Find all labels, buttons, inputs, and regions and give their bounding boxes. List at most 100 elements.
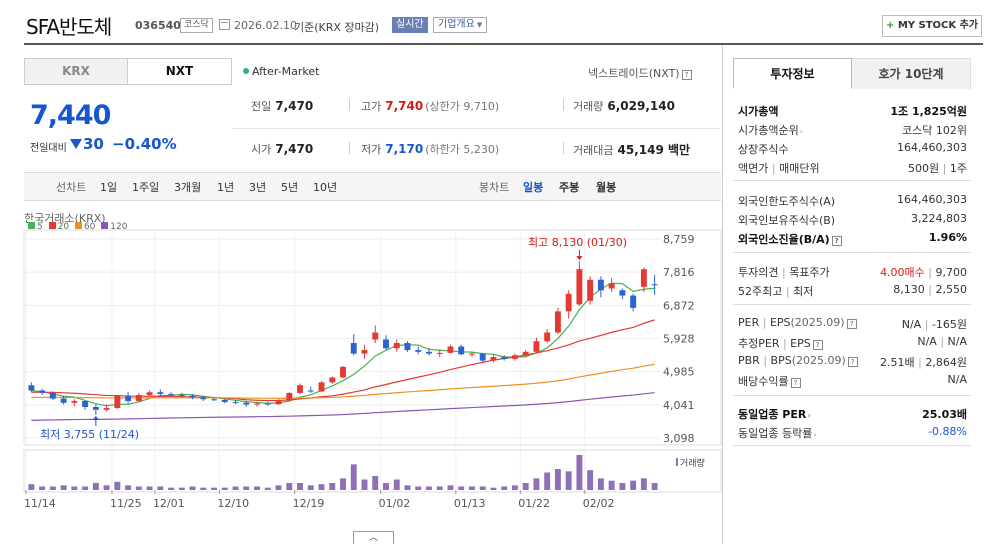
- candle-monthly[interactable]: 월봉: [596, 181, 617, 194]
- candle-body: [297, 385, 303, 393]
- candle-body: [587, 279, 594, 301]
- tab-krx[interactable]: KRX: [25, 59, 128, 84]
- candle-weekly[interactable]: 주봉: [559, 181, 580, 194]
- quote-row-divider: [232, 88, 720, 129]
- period-1d[interactable]: 1일: [100, 181, 118, 194]
- candle-body: [458, 346, 465, 355]
- ma-lines: [31, 282, 655, 421]
- ma120-label: 120: [110, 222, 128, 232]
- opinion-value: 4.00매수 | 9,700: [880, 266, 967, 279]
- add-mystock-button[interactable]: + MY STOCK 추가: [882, 15, 982, 37]
- tab-nxt[interactable]: NXT: [128, 59, 231, 84]
- y-tick-label: 4,041: [663, 399, 695, 412]
- realtime-button[interactable]: 실시간: [392, 17, 428, 33]
- period-1w[interactable]: 1주일: [132, 181, 160, 194]
- candle-body: [168, 393, 175, 396]
- volume-bar: [264, 487, 271, 490]
- candle-body: [264, 403, 271, 405]
- candle-body: [157, 392, 164, 394]
- chevron-right-icon: ›: [813, 430, 817, 439]
- volume-value: 6,029,140: [607, 99, 675, 113]
- candle-body: [71, 401, 78, 403]
- volume-label: 거래량: [573, 100, 604, 113]
- candle-chart-label[interactable]: 봉차트: [479, 181, 510, 194]
- market-cap-rank-row[interactable]: 시가총액순위› 코스닥 102위: [738, 120, 967, 138]
- volume-bar: [135, 486, 142, 490]
- sector-change-row[interactable]: 동일업종 등락률› -0.88%: [738, 423, 967, 441]
- foreign-ratio-row: 외국인소진율(B/A)? 1.96%: [738, 229, 967, 247]
- market-tabs: KRX NXT: [24, 58, 232, 85]
- candle-body: [92, 406, 99, 410]
- volume-bar: [361, 479, 368, 490]
- quote-basis: 기준(KRX 장마감): [294, 21, 380, 34]
- high-label: 고가: [361, 100, 382, 113]
- nextrade-link[interactable]: 넥스트레이드(NXT)?: [588, 65, 692, 81]
- candle-body: [597, 279, 604, 291]
- candle-daily[interactable]: 일봉: [523, 181, 544, 194]
- volume-bar: [630, 480, 637, 490]
- company-info-dropdown[interactable]: 기업개요 ▼: [433, 17, 488, 33]
- ma5-swatch: [28, 222, 35, 229]
- candle-body: [200, 397, 207, 400]
- chart-exchange-label: 한국거래소(KRX): [24, 212, 106, 225]
- candle-body: [447, 346, 454, 353]
- volume-bar: [168, 487, 175, 490]
- tab-order-book[interactable]: 호가 10단계: [852, 58, 971, 89]
- line-chart-label[interactable]: 선차트: [56, 181, 87, 194]
- bps-label: BPS: [770, 354, 792, 367]
- help-icon[interactable]: ?: [831, 236, 842, 246]
- calendar-icon: [219, 19, 230, 30]
- bps-value: 2,864원: [925, 356, 967, 369]
- candle-body: [415, 350, 422, 352]
- volume-bar: [114, 481, 121, 490]
- help-icon[interactable]: ?: [790, 378, 801, 388]
- opinion-label: 투자의견 | 목표주가: [738, 266, 830, 279]
- volume-bar: [458, 486, 465, 490]
- stock-code: 036540: [135, 19, 181, 32]
- candle-body: [286, 392, 293, 400]
- per-eps-value: N/A | -165원: [901, 318, 967, 331]
- tab-invest-info[interactable]: 투자정보: [733, 58, 852, 89]
- help-icon[interactable]: ?: [847, 357, 858, 367]
- volume-bar: [189, 486, 196, 490]
- period-1y[interactable]: 1년: [217, 181, 235, 194]
- lower-limit: (하한가 5,230): [425, 143, 500, 156]
- high-annotation: 최고 8,130 (01/30): [528, 236, 627, 249]
- volume-bar: [415, 486, 422, 490]
- market-cap-rank-value: 코스닥 102위: [902, 124, 967, 137]
- collapse-toggle-button[interactable]: ︿: [353, 531, 394, 544]
- sector-per-row[interactable]: 동일업종 PER› 25.03배: [738, 404, 967, 422]
- x-tick-label: 01/13: [454, 497, 486, 510]
- period-3m[interactable]: 3개월: [174, 181, 202, 194]
- candle-body: [254, 403, 260, 405]
- ma20-label: 20: [57, 222, 70, 232]
- upper-limit: (상한가 9,710): [425, 100, 500, 113]
- header-divider: [24, 43, 983, 45]
- x-tick-label: 01/02: [379, 497, 411, 510]
- volume-bar: [608, 480, 615, 490]
- par-value: 500원: [908, 162, 940, 175]
- candle-body: [28, 385, 35, 391]
- ma120-swatch: [101, 222, 109, 229]
- candle-body: [39, 390, 46, 393]
- help-icon[interactable]: ?: [812, 340, 823, 350]
- candle-body: [232, 402, 239, 404]
- volume-bars: [28, 455, 658, 490]
- volume-bar: [39, 486, 46, 490]
- sector-per-text: 동일업종 PER: [738, 408, 807, 421]
- help-icon[interactable]: ?: [681, 70, 692, 80]
- period-5y[interactable]: 5년: [281, 181, 299, 194]
- est-eps-value: N/A: [947, 335, 967, 348]
- help-icon[interactable]: ?: [846, 319, 857, 329]
- est-per-eps-label: 추정PER | EPS?: [738, 335, 823, 351]
- par-label: 액면가: [738, 162, 769, 175]
- period-3y[interactable]: 3년: [249, 181, 267, 194]
- candle-body: [178, 395, 185, 397]
- pbr-label: PBR: [738, 354, 760, 367]
- volume-bar: [587, 470, 594, 490]
- period-10y[interactable]: 10년: [313, 181, 338, 194]
- dividend-value: N/A: [947, 373, 967, 386]
- candle-body: [60, 398, 67, 403]
- volume-bar: [522, 483, 529, 490]
- volume-bar: [286, 483, 293, 490]
